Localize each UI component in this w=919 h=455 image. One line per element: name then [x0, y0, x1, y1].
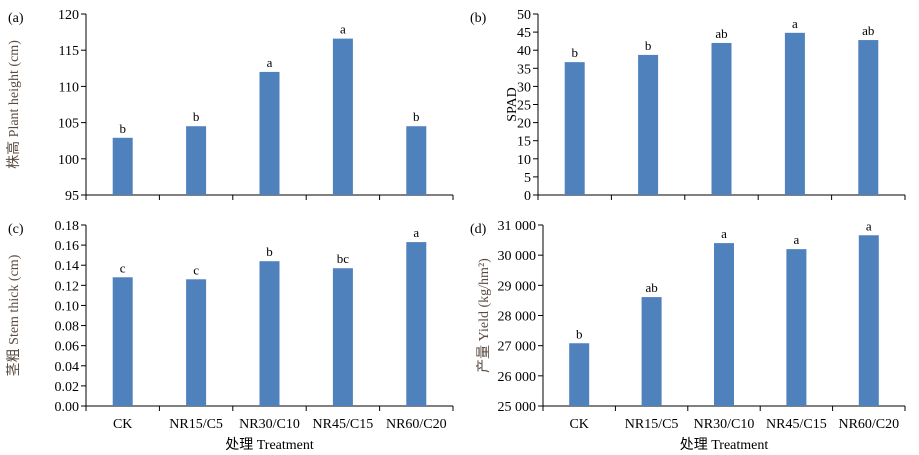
panel-c: (c) 0.00 0.02 0.04 0.06 0.08 0.10 0.12 0.14 0.16 0… — [6, 219, 454, 453]
bar-NR30/C10 — [259, 71, 280, 195]
bar-CK — [112, 277, 133, 406]
y-tick-label: 0.16 — [55, 239, 80, 254]
significance-letter: a — [267, 55, 273, 70]
panel-label: (d) — [470, 222, 487, 237]
x-tick-label: NR60/C20 — [386, 417, 447, 432]
panel-a: (a) 95 100 105 110 115 120 b b a a b 株高 Plant height… — [5, 8, 454, 204]
y-tick-label: 5 — [524, 171, 531, 186]
bar-NR30/C10 — [711, 42, 732, 196]
y-tick-label: 0.12 — [55, 279, 80, 294]
bar-CK — [564, 62, 585, 196]
y-tick-label: 95 — [65, 189, 79, 204]
x-axis-label: 处理 Treatment — [225, 437, 314, 453]
significance-letter: b — [193, 109, 200, 124]
panel-label: (b) — [470, 11, 487, 26]
significance-letter: a — [794, 232, 800, 247]
x-tick-label: NR30/C10 — [694, 417, 755, 432]
bar-NR15/C5 — [186, 279, 207, 406]
y-tick-label: 28 000 — [498, 310, 537, 325]
significance-letter: b — [571, 45, 578, 60]
y-tick-label: 15 — [517, 135, 531, 150]
y-tick-label: 10 — [517, 153, 531, 168]
significance-letter: b — [266, 244, 273, 259]
bar-NR45/C15 — [784, 32, 805, 195]
significance-letter: a — [340, 22, 346, 37]
x-tick-label: CK — [569, 417, 588, 432]
bar-NR60/C20 — [858, 235, 879, 406]
y-tick-label: 27 000 — [498, 340, 537, 355]
panel-label: (c) — [8, 222, 24, 237]
y-tick-label: 40 — [517, 44, 531, 59]
bar-NR60/C20 — [858, 40, 879, 196]
y-tick-label: 25 000 — [498, 400, 537, 415]
y-tick-label: 0 — [524, 189, 531, 204]
y-tick-label: 100 — [58, 153, 79, 168]
bar-NR45/C15 — [332, 38, 353, 196]
bar-NR45/C15 — [786, 249, 807, 406]
bar-NR15/C5 — [186, 126, 207, 195]
y-tick-label: 0.14 — [55, 259, 80, 274]
y-tick-label: 29 000 — [498, 279, 537, 294]
bar-NR30/C10 — [714, 243, 734, 406]
y-tick-label: 0.02 — [55, 380, 80, 395]
x-tick-label: CK — [113, 417, 132, 432]
significance-letter: bc — [337, 251, 350, 266]
y-tick-label: 50 — [517, 8, 531, 23]
y-tick-label: 0.00 — [55, 400, 80, 415]
x-axis-label: 处理 Treatment — [680, 437, 769, 453]
significance-letter: b — [576, 326, 583, 341]
significance-letter: c — [193, 262, 199, 277]
bar-NR15/C5 — [641, 297, 662, 406]
bar-NR60/C20 — [406, 242, 427, 406]
y-tick-label: 31 000 — [498, 219, 537, 234]
y-tick-label: 30 — [517, 80, 531, 95]
bar-CK — [112, 137, 133, 195]
bar-NR30/C10 — [259, 261, 280, 406]
x-tick-label: NR45/C15 — [313, 417, 374, 432]
panel-label: (a) — [8, 11, 24, 26]
significance-letter: ab — [715, 26, 727, 41]
significance-letter: c — [120, 260, 126, 275]
y-axis-label: 产量 Yield (kg/hm²) — [476, 258, 492, 373]
y-tick-label: 45 — [517, 26, 531, 41]
y-tick-label: 35 — [517, 62, 531, 77]
y-tick-label: 30 000 — [498, 249, 537, 264]
significance-letter: ab — [645, 280, 657, 295]
y-tick-label: 0.10 — [55, 299, 80, 314]
y-tick-label: 0.06 — [55, 340, 80, 355]
significance-letter: b — [645, 38, 652, 53]
y-tick-label: 25 — [517, 99, 531, 114]
y-tick-label: 105 — [58, 117, 79, 132]
y-tick-label: 0.04 — [55, 360, 80, 375]
significance-letter: ab — [862, 23, 874, 38]
significance-letter: b — [119, 121, 126, 136]
y-tick-label: 120 — [58, 8, 79, 23]
bar-NR60/C20 — [406, 126, 427, 195]
significance-letter: a — [866, 218, 872, 233]
bar-NR45/C15 — [332, 268, 353, 406]
panel-b: (b) 0 5 10 15 20 25 30 35 40 45 50 b b ab a ab SPAD — [470, 8, 906, 204]
panel-d: (d) 25 000 26 000 27 000 28 000 29 000 30 000 3… — [470, 218, 906, 453]
y-axis-label: SPAD — [505, 87, 520, 122]
bar-NR15/C5 — [638, 54, 659, 195]
significance-letter: b — [413, 109, 420, 124]
y-tick-label: 26 000 — [498, 370, 537, 385]
y-axis-label: 茎粗 Stem thick (cm) — [6, 254, 22, 376]
bar-CK — [569, 343, 590, 406]
significance-letter: a — [792, 16, 798, 31]
y-tick-label: 0.18 — [55, 219, 80, 234]
significance-letter: a — [413, 225, 419, 240]
x-tick-label: NR60/C20 — [838, 417, 899, 432]
x-tick-label: NR45/C15 — [766, 417, 827, 432]
y-tick-label: 0.08 — [55, 320, 80, 335]
y-axis-label: 株高 Plant height (cm) — [5, 40, 22, 169]
y-tick-label: 115 — [59, 44, 79, 59]
x-tick-label: NR15/C5 — [169, 417, 223, 432]
significance-letter: a — [721, 226, 727, 241]
y-tick-label: 110 — [59, 80, 79, 95]
x-tick-label: NR15/C5 — [625, 417, 679, 432]
y-tick-label: 20 — [517, 117, 531, 132]
x-tick-label: NR30/C10 — [239, 417, 300, 432]
